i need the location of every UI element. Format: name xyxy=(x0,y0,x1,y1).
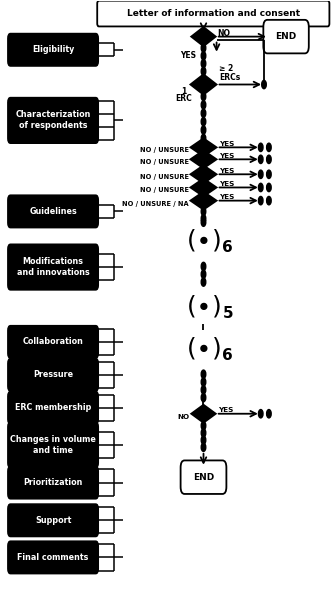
Circle shape xyxy=(201,429,206,437)
FancyBboxPatch shape xyxy=(8,34,98,66)
Text: 6: 6 xyxy=(222,347,233,362)
Polygon shape xyxy=(190,139,217,157)
Circle shape xyxy=(267,410,271,418)
Text: Support: Support xyxy=(35,516,71,525)
FancyBboxPatch shape xyxy=(263,20,309,53)
Polygon shape xyxy=(190,151,217,169)
Circle shape xyxy=(201,126,206,134)
Polygon shape xyxy=(190,166,217,183)
Circle shape xyxy=(201,443,206,451)
Circle shape xyxy=(201,59,206,68)
Text: 6: 6 xyxy=(222,240,233,255)
Circle shape xyxy=(258,196,263,205)
Text: YES: YES xyxy=(180,51,196,60)
Circle shape xyxy=(201,109,206,118)
Circle shape xyxy=(258,410,263,418)
Text: Modifications
and innovations: Modifications and innovations xyxy=(17,257,89,277)
Circle shape xyxy=(201,44,206,52)
FancyBboxPatch shape xyxy=(8,541,98,574)
Polygon shape xyxy=(190,74,217,95)
Text: $\left(\bullet\right)$: $\left(\bullet\right)$ xyxy=(186,293,221,319)
Text: Characterization
of respondents: Characterization of respondents xyxy=(15,110,91,130)
Circle shape xyxy=(201,394,206,402)
Text: Eligibility: Eligibility xyxy=(32,45,74,54)
Circle shape xyxy=(201,436,206,444)
Circle shape xyxy=(201,278,206,286)
Text: END: END xyxy=(193,473,214,482)
Text: NO / UNSURE: NO / UNSURE xyxy=(140,187,189,193)
Text: END: END xyxy=(275,32,297,41)
FancyBboxPatch shape xyxy=(8,422,98,467)
Circle shape xyxy=(201,270,206,278)
FancyBboxPatch shape xyxy=(8,504,98,536)
FancyBboxPatch shape xyxy=(181,460,226,494)
Text: $\left(\bullet\right)$: $\left(\bullet\right)$ xyxy=(186,335,221,361)
FancyBboxPatch shape xyxy=(97,1,329,26)
Circle shape xyxy=(258,170,263,178)
Circle shape xyxy=(258,183,263,191)
Circle shape xyxy=(267,196,271,205)
Text: YES: YES xyxy=(219,181,234,187)
Circle shape xyxy=(201,101,206,109)
Circle shape xyxy=(201,422,206,430)
Text: $\left(\bullet\right)$: $\left(\bullet\right)$ xyxy=(186,227,221,253)
Circle shape xyxy=(201,52,206,60)
Text: YES: YES xyxy=(218,407,234,413)
Text: NO / UNSURE / NA: NO / UNSURE / NA xyxy=(122,200,189,206)
Text: ERCs: ERCs xyxy=(219,73,241,82)
Text: ERC: ERC xyxy=(176,94,192,103)
FancyBboxPatch shape xyxy=(8,98,98,143)
Text: Pressure: Pressure xyxy=(33,370,73,379)
Text: YES: YES xyxy=(219,153,234,159)
Polygon shape xyxy=(190,191,217,209)
Circle shape xyxy=(201,118,206,126)
FancyBboxPatch shape xyxy=(8,392,98,424)
Text: YES: YES xyxy=(219,168,234,174)
FancyBboxPatch shape xyxy=(8,359,98,391)
Text: Changes in volume
and time: Changes in volume and time xyxy=(10,435,96,455)
Circle shape xyxy=(201,92,206,101)
Text: Letter of information and consent: Letter of information and consent xyxy=(127,9,300,18)
Polygon shape xyxy=(190,178,217,196)
Circle shape xyxy=(201,262,206,271)
Circle shape xyxy=(201,218,206,226)
Text: 1: 1 xyxy=(181,87,187,96)
Text: YES: YES xyxy=(219,141,234,147)
Text: NO / UNSURE: NO / UNSURE xyxy=(140,148,189,154)
Circle shape xyxy=(201,134,206,143)
Circle shape xyxy=(201,214,206,223)
Text: Guidelines: Guidelines xyxy=(29,207,77,216)
Text: 5: 5 xyxy=(222,305,233,320)
Circle shape xyxy=(262,80,266,89)
Text: Collaboration: Collaboration xyxy=(23,337,83,346)
Circle shape xyxy=(258,155,263,164)
Circle shape xyxy=(267,170,271,178)
FancyBboxPatch shape xyxy=(8,326,98,358)
Circle shape xyxy=(201,386,206,394)
Circle shape xyxy=(258,143,263,152)
Circle shape xyxy=(201,207,206,215)
Polygon shape xyxy=(191,405,216,423)
FancyBboxPatch shape xyxy=(8,466,98,499)
Text: NO / UNSURE: NO / UNSURE xyxy=(140,174,189,180)
Circle shape xyxy=(267,143,271,152)
Text: YES: YES xyxy=(219,194,234,200)
FancyBboxPatch shape xyxy=(8,195,98,227)
Text: ERC membership: ERC membership xyxy=(15,403,91,412)
Text: NO: NO xyxy=(178,414,190,420)
Circle shape xyxy=(267,155,271,164)
Circle shape xyxy=(201,378,206,386)
Text: Prioritization: Prioritization xyxy=(23,478,83,487)
Text: Final comments: Final comments xyxy=(17,553,89,562)
Text: ≥ 2: ≥ 2 xyxy=(219,64,233,73)
FancyBboxPatch shape xyxy=(8,244,98,290)
Circle shape xyxy=(267,183,271,191)
Circle shape xyxy=(201,370,206,379)
Polygon shape xyxy=(191,27,216,46)
Circle shape xyxy=(201,67,206,76)
Text: NO: NO xyxy=(217,29,230,38)
Text: NO / UNSURE: NO / UNSURE xyxy=(140,160,189,166)
